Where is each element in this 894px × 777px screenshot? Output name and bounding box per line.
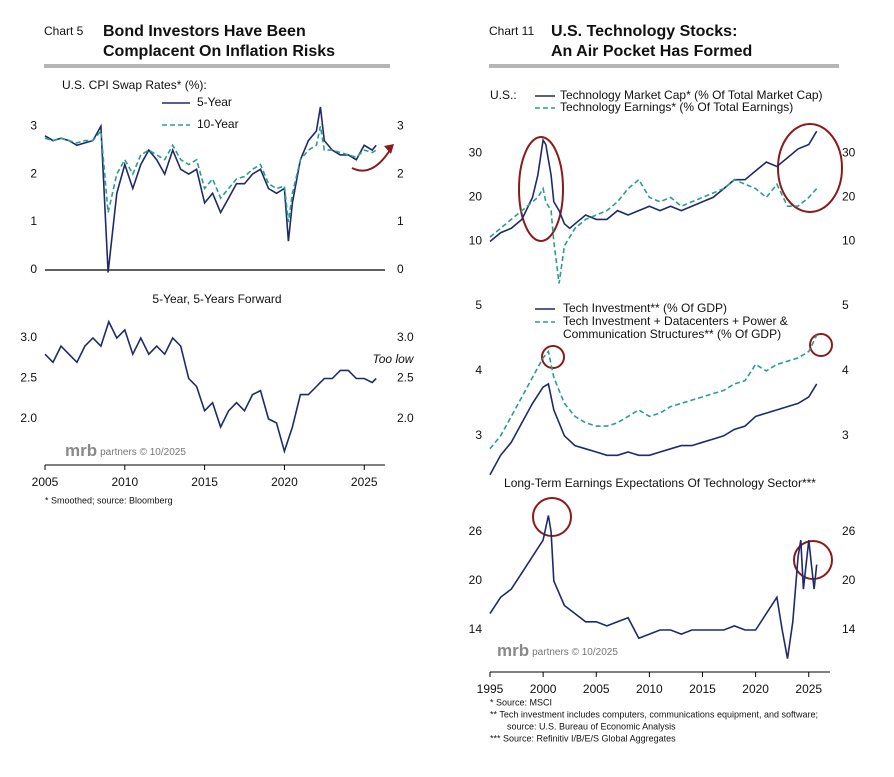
y2-tick-label: 3	[397, 118, 404, 132]
footnote: * Source: MSCI	[490, 697, 552, 707]
y-tick-label: 10	[469, 234, 483, 248]
y-tick-label: 26	[469, 524, 483, 538]
x-tick-label: 2025	[351, 475, 378, 489]
y2-tick-label: 26	[842, 524, 856, 538]
data-line	[44, 106, 377, 273]
y-tick-label: 2.0	[20, 411, 37, 425]
y2-tick-label: 14	[842, 622, 856, 636]
y-tick-label: 0	[30, 262, 37, 276]
x-tick-label: 1995	[477, 682, 504, 696]
y2-tick-label: 30	[842, 145, 856, 159]
data-line	[489, 130, 818, 243]
y-tick-label: 20	[469, 573, 483, 587]
data-line	[44, 319, 377, 455]
highlight-circle	[541, 345, 565, 369]
legend-label: 10-Year	[197, 117, 239, 131]
x-tick-label: 2025	[795, 682, 822, 696]
y2-tick-label: 0	[397, 262, 404, 276]
y2-tick-label: 2.0	[397, 411, 414, 425]
watermark-text: partners © 10/2025	[100, 447, 186, 458]
legend-label: Technology Market Cap* (% Of Total Marke…	[560, 88, 823, 102]
highlight-circle	[809, 333, 833, 357]
legend-prefix: U.S.:	[490, 88, 517, 102]
y-tick-label: 1	[30, 214, 37, 228]
x-tick-label: 2015	[689, 682, 716, 696]
y-tick-label: 20	[469, 190, 483, 204]
y2-tick-label: 2	[397, 166, 404, 180]
legend-label-box: Tech Investment + Datacenters + Power & …	[563, 315, 788, 341]
arrow	[351, 149, 391, 172]
y2-tick-label: 20	[842, 573, 856, 587]
x-tick-label: 2010	[111, 475, 138, 489]
x-tick-label: 2005	[32, 475, 59, 489]
footnote: source: U.S. Bureau of Economic Analysis	[507, 721, 676, 731]
watermark-text: partners © 10/2025	[532, 647, 618, 658]
data-line	[489, 515, 818, 659]
y-tick-label: 3	[30, 118, 37, 132]
y-tick-label: 4	[475, 363, 482, 377]
legend-label: Tech Investment + Datacenters + Power & …	[563, 315, 788, 341]
panel-title: Long-Term Earnings Expectations Of Techn…	[504, 476, 816, 490]
header-rule	[44, 64, 390, 68]
y2-tick-label: 3.0	[397, 330, 414, 344]
chart-label: Chart 5	[44, 24, 84, 38]
legend-label: Technology Earnings* (% Of Total Earning…	[560, 100, 793, 114]
watermark: mrb partners © 10/2025	[65, 441, 186, 460]
y2-tick-label: 10	[842, 234, 856, 248]
y2-tick-label: 5	[842, 298, 849, 312]
y-tick-label: 30	[469, 145, 483, 159]
watermark: mrb partners © 10/2025	[497, 641, 618, 660]
y-tick-label: 3	[475, 428, 482, 442]
x-tick-label: 2020	[742, 682, 769, 696]
highlight-circle	[518, 136, 564, 242]
data-line	[44, 126, 377, 223]
panel-title: U.S. CPI Swap Rates* (%):	[62, 78, 207, 92]
y-tick-label: 5	[475, 298, 482, 312]
y2-tick-label: 20	[842, 190, 856, 204]
x-tick-label: 2020	[271, 475, 298, 489]
watermark-brand: mrb	[65, 441, 97, 460]
x-tick-label: 2015	[191, 475, 218, 489]
y2-tick-label: 4	[842, 363, 849, 377]
watermark-brand: mrb	[497, 641, 529, 660]
y2-tick-label: 1	[397, 214, 404, 228]
annotation: Too low	[373, 352, 415, 366]
y-tick-label: 14	[469, 622, 483, 636]
y-tick-label: 2	[30, 166, 37, 180]
footnote: * Smoothed; source: Bloomberg	[45, 495, 173, 505]
y-tick-label: 3.0	[20, 330, 37, 344]
panel-title: 5-Year, 5-Years Forward	[152, 292, 281, 306]
footnote: *** Source: Refinitiv I/B/E/S Global Agg…	[490, 733, 676, 743]
chart-title: Complacent On Inflation Risks	[103, 43, 335, 60]
x-tick-label: 2010	[636, 682, 663, 696]
header-rule	[489, 64, 839, 68]
data-line	[489, 382, 818, 476]
footnote: ** Tech investment includes computers, c…	[490, 709, 818, 719]
y-tick-label: 2.5	[20, 371, 37, 385]
y2-tick-label: 2.5	[397, 371, 414, 385]
legend-label: Tech Investment** (% Of GDP)	[563, 301, 727, 315]
highlight-circle	[777, 123, 843, 213]
arrow-head	[384, 144, 394, 154]
chart-label: Chart 11	[489, 24, 534, 38]
x-tick-label: 2000	[530, 682, 557, 696]
chart-title: An Air Pocket Has Formed	[551, 43, 752, 60]
data-line	[489, 334, 818, 450]
x-tick-label: 2005	[583, 682, 610, 696]
legend-label: 5-Year	[197, 95, 232, 109]
data-line	[489, 178, 818, 284]
chart-title: U.S. Technology Stocks:	[551, 23, 737, 40]
chart-title: Bond Investors Have Been	[103, 23, 306, 40]
y2-tick-label: 3	[842, 428, 849, 442]
